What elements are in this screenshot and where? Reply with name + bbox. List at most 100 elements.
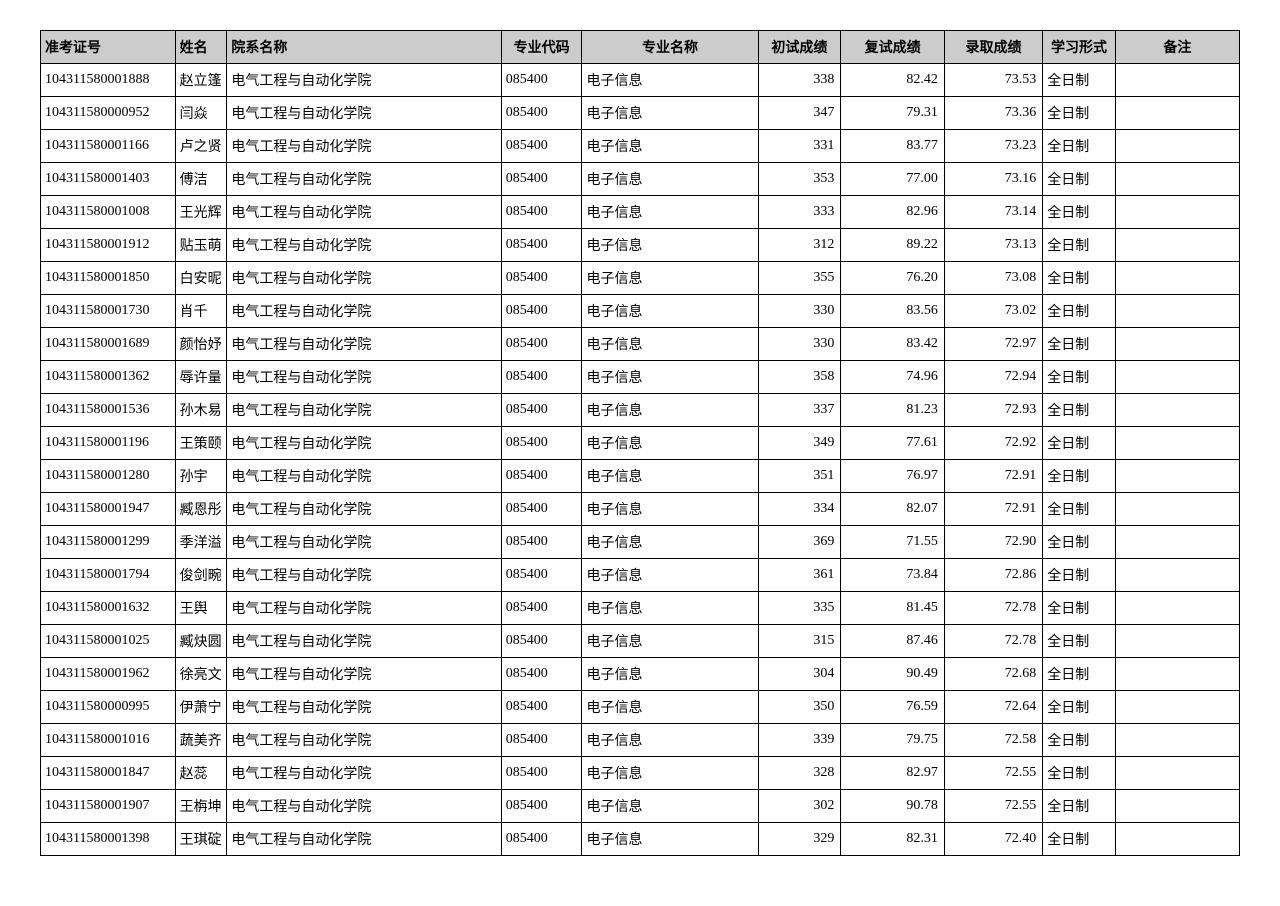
table-row: 104311580001280孙宇电气工程与自动化学院085400电子信息351… [41,460,1240,493]
cell-id: 104311580001962 [41,658,176,691]
cell-major: 电子信息 [582,724,758,757]
cell-major: 电子信息 [582,97,758,130]
header-dept: 院系名称 [227,31,501,64]
cell-code: 085400 [501,691,582,724]
cell-s3: 72.94 [944,361,1042,394]
cell-dept: 电气工程与自动化学院 [227,394,501,427]
cell-id: 104311580001196 [41,427,176,460]
cell-id: 104311580001403 [41,163,176,196]
cell-s3: 73.08 [944,262,1042,295]
cell-code: 085400 [501,790,582,823]
cell-s3: 72.86 [944,559,1042,592]
cell-major: 电子信息 [582,229,758,262]
cell-mode: 全日制 [1043,823,1115,856]
cell-s2: 90.78 [841,790,945,823]
cell-major: 电子信息 [582,361,758,394]
cell-s2: 87.46 [841,625,945,658]
cell-mode: 全日制 [1043,295,1115,328]
table-row: 104311580001912贴玉萌电气工程与自动化学院085400电子信息31… [41,229,1240,262]
cell-major: 电子信息 [582,823,758,856]
cell-s1: 331 [758,130,841,163]
cell-major: 电子信息 [582,757,758,790]
cell-note [1115,328,1239,361]
cell-name: 颜怡妤 [175,328,227,361]
cell-s2: 82.42 [841,64,945,97]
table-row: 104311580001008王光辉电气工程与自动化学院085400电子信息33… [41,196,1240,229]
cell-code: 085400 [501,427,582,460]
cell-dept: 电气工程与自动化学院 [227,526,501,559]
table-row: 104311580001299季洋溢电气工程与自动化学院085400电子信息36… [41,526,1240,559]
cell-note [1115,493,1239,526]
table-row: 104311580000995伊萧宁电气工程与自动化学院085400电子信息35… [41,691,1240,724]
header-id: 准考证号 [41,31,176,64]
cell-s3: 72.91 [944,493,1042,526]
cell-mode: 全日制 [1043,64,1115,97]
cell-s3: 73.14 [944,196,1042,229]
cell-s3: 72.90 [944,526,1042,559]
cell-code: 085400 [501,724,582,757]
cell-dept: 电气工程与自动化学院 [227,559,501,592]
cell-mode: 全日制 [1043,163,1115,196]
table-row: 104311580001403傅洁电气工程与自动化学院085400电子信息353… [41,163,1240,196]
cell-code: 085400 [501,493,582,526]
cell-s2: 79.31 [841,97,945,130]
cell-major: 电子信息 [582,262,758,295]
cell-mode: 全日制 [1043,658,1115,691]
cell-id: 104311580001794 [41,559,176,592]
cell-s1: 350 [758,691,841,724]
cell-mode: 全日制 [1043,196,1115,229]
cell-mode: 全日制 [1043,130,1115,163]
cell-code: 085400 [501,295,582,328]
cell-major: 电子信息 [582,295,758,328]
cell-s3: 72.92 [944,427,1042,460]
cell-s2: 79.75 [841,724,945,757]
cell-note [1115,757,1239,790]
table-row: 104311580001730肖千电气工程与自动化学院085400电子信息330… [41,295,1240,328]
table-row: 104311580001962徐亮文电气工程与自动化学院085400电子信息30… [41,658,1240,691]
cell-s1: 302 [758,790,841,823]
header-mode: 学习形式 [1043,31,1115,64]
cell-code: 085400 [501,196,582,229]
cell-s2: 82.31 [841,823,945,856]
cell-name: 孙木易 [175,394,227,427]
cell-name: 贴玉萌 [175,229,227,262]
cell-note [1115,394,1239,427]
cell-s1: 353 [758,163,841,196]
cell-id: 104311580001016 [41,724,176,757]
cell-id: 104311580001847 [41,757,176,790]
cell-dept: 电气工程与自动化学院 [227,592,501,625]
cell-code: 085400 [501,130,582,163]
cell-s2: 77.00 [841,163,945,196]
cell-dept: 电气工程与自动化学院 [227,328,501,361]
admission-table: 准考证号 姓名 院系名称 专业代码 专业名称 初试成绩 复试成绩 录取成绩 学习… [40,30,1240,856]
cell-s3: 73.13 [944,229,1042,262]
cell-code: 085400 [501,592,582,625]
cell-dept: 电气工程与自动化学院 [227,757,501,790]
cell-major: 电子信息 [582,493,758,526]
cell-note [1115,526,1239,559]
cell-note [1115,64,1239,97]
cell-dept: 电气工程与自动化学院 [227,625,501,658]
table-row: 104311580001794俊剑畹电气工程与自动化学院085400电子信息36… [41,559,1240,592]
cell-s3: 72.78 [944,592,1042,625]
cell-major: 电子信息 [582,460,758,493]
cell-major: 电子信息 [582,394,758,427]
cell-code: 085400 [501,460,582,493]
cell-s2: 76.97 [841,460,945,493]
cell-mode: 全日制 [1043,625,1115,658]
cell-note [1115,427,1239,460]
cell-mode: 全日制 [1043,757,1115,790]
cell-note [1115,559,1239,592]
cell-note [1115,790,1239,823]
cell-s3: 72.97 [944,328,1042,361]
cell-s2: 71.55 [841,526,945,559]
cell-mode: 全日制 [1043,493,1115,526]
cell-s3: 72.55 [944,790,1042,823]
cell-major: 电子信息 [582,64,758,97]
cell-dept: 电气工程与自动化学院 [227,163,501,196]
cell-s3: 73.16 [944,163,1042,196]
cell-name: 肖千 [175,295,227,328]
cell-note [1115,460,1239,493]
cell-code: 085400 [501,526,582,559]
cell-code: 085400 [501,394,582,427]
